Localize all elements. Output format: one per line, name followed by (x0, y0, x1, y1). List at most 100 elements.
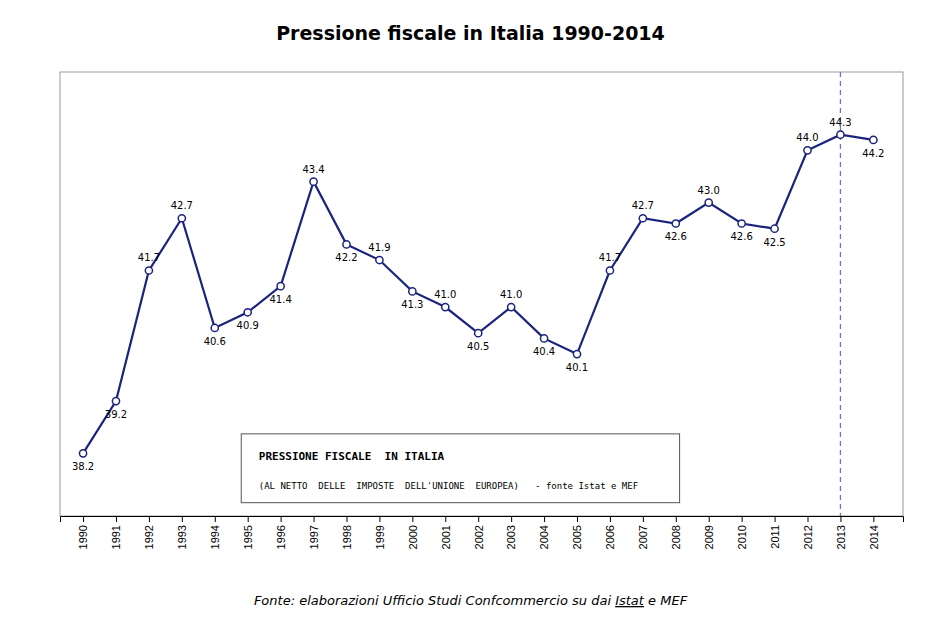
x-tick-mark (610, 516, 611, 522)
plot-frame (60, 72, 903, 516)
footnote-part: Fonte: elaborazioni Ufficio Studi Confco… (254, 593, 615, 608)
data-label: 44.3 (829, 117, 851, 128)
data-label: 42.7 (171, 200, 193, 211)
marks (79, 72, 877, 516)
point (442, 303, 449, 310)
data-label: 38.2 (72, 461, 94, 472)
x-tick: 1994 (209, 516, 221, 549)
x-tick-mark (116, 516, 117, 522)
x-tick-label: 2000 (407, 525, 419, 549)
x-tick-label: 2001 (440, 525, 452, 549)
x-tick: 2000 (407, 516, 419, 549)
point (540, 335, 547, 342)
x-tick: 2010 (736, 516, 748, 549)
point (639, 215, 646, 222)
x-tick: 2009 (703, 516, 715, 549)
data-label: 40.1 (566, 362, 588, 373)
point (672, 220, 679, 227)
data-label: 40.5 (467, 341, 489, 352)
x-tick-mark (511, 516, 512, 522)
line (83, 135, 873, 454)
x-tick: 1997 (308, 516, 320, 549)
point (112, 397, 119, 404)
x-tick: 2011 (769, 516, 781, 549)
point (606, 267, 613, 274)
x-tick-label: 2013 (835, 525, 847, 549)
x-tick-label: 2003 (505, 525, 517, 549)
x-tick-label: 2004 (538, 525, 550, 549)
x-tick-label: 2008 (670, 525, 682, 549)
x-tick-mark (873, 516, 874, 522)
x-axis: 1990 1991 1992 1993 1994 1995 1996 1997 1998 1999… (61, 516, 904, 549)
x-tick-mark (149, 516, 150, 522)
x-tick-label: 1994 (209, 525, 221, 549)
point (376, 256, 383, 263)
x-tick: 1996 (275, 516, 287, 549)
data-label: 42.6 (665, 231, 687, 242)
point (508, 303, 515, 310)
x-tick: 1998 (341, 516, 353, 549)
point (211, 324, 218, 331)
data-label: 44.0 (796, 132, 818, 143)
x-tick-mark (379, 516, 380, 522)
point (343, 241, 350, 248)
x-tick-mark (314, 516, 315, 522)
data-label: 40.9 (237, 320, 259, 331)
point (870, 136, 877, 143)
x-tick: 2007 (637, 516, 649, 549)
x-tick: 2002 (473, 516, 485, 549)
x-tick-mark (215, 516, 216, 522)
x-tick-label: 2005 (571, 525, 583, 549)
plot: 1990 1991 1992 1993 1994 1995 1996 1997 1998 1999… (60, 72, 904, 549)
x-tick-label: 1999 (374, 525, 386, 549)
x-tick-mark (742, 516, 743, 522)
x-tick-mark (808, 516, 809, 522)
data-label: 41.0 (434, 289, 456, 300)
title: Pressione fiscale in Italia 1990-2014 (276, 22, 665, 44)
footnote-part: e MEF (644, 593, 688, 608)
x-tick-label: 1992 (143, 525, 155, 549)
x-tick: 1990 (77, 516, 89, 549)
x-tick-label: 1996 (275, 525, 287, 549)
point (310, 178, 317, 185)
data-label: 39.2 (105, 409, 127, 420)
x-tick-label: 2014 (868, 525, 880, 549)
point (738, 220, 745, 227)
data-labels: 38.239.241.742.740.640.941.443.442.241.9… (72, 117, 885, 473)
x-tick-mark (248, 516, 249, 522)
data-label: 42.7 (632, 200, 654, 211)
x-tick: 1993 (176, 516, 188, 549)
data-label: 42.2 (335, 252, 357, 263)
x-tick-label: 2006 (604, 525, 616, 549)
point (277, 283, 284, 290)
x-tick-mark (445, 516, 446, 522)
point (145, 267, 152, 274)
x-tick-label: 1990 (77, 525, 89, 549)
data-label: 42.5 (763, 237, 785, 248)
x-tick-label: 1995 (242, 525, 254, 549)
x-tick-mark (412, 516, 413, 522)
x-tick-mark (544, 516, 545, 522)
x-tick-mark (676, 516, 677, 522)
chart: Pressione fiscale in Italia 1990-2014 199… (0, 0, 941, 637)
data-label: 41.7 (599, 252, 621, 263)
x-tick-label: 1991 (110, 525, 122, 549)
x-tick: 2012 (802, 516, 814, 549)
inset-frame (241, 434, 679, 503)
x-tick-label: 2010 (736, 525, 748, 549)
x-tick: 2001 (440, 516, 452, 549)
x-tick: 2008 (670, 516, 682, 549)
data-label: 41.3 (401, 299, 423, 310)
x-tick-label: 1997 (308, 525, 320, 549)
data-label: 41.7 (138, 252, 160, 263)
x-tick: 1995 (242, 516, 254, 549)
point (804, 147, 811, 154)
x-tick-mark (709, 516, 710, 522)
x-tick-mark (346, 516, 347, 522)
data-label: 41.4 (269, 294, 291, 305)
point (244, 309, 251, 316)
data-label: 43.0 (698, 185, 720, 196)
x-tick: 2005 (571, 516, 583, 549)
x-tick-mark (577, 516, 578, 522)
point (178, 215, 185, 222)
